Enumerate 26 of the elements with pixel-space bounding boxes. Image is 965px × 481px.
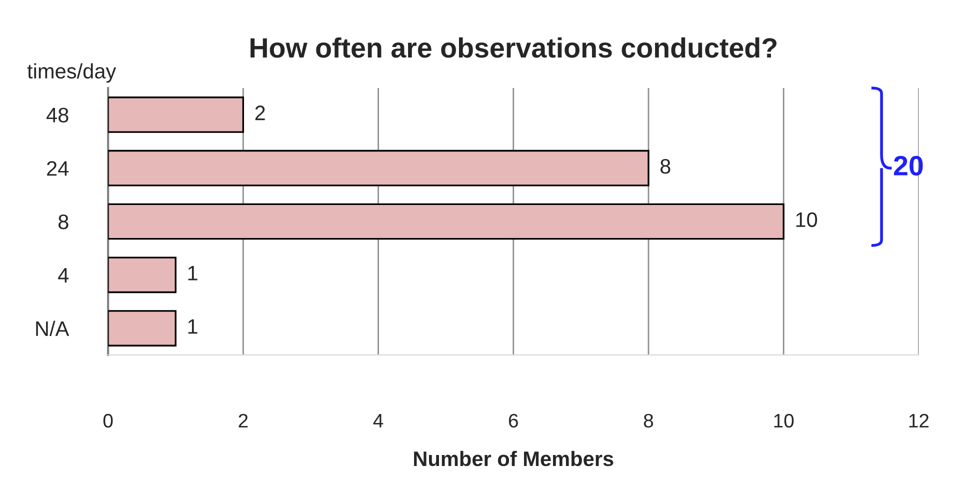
data-label: 1 bbox=[188, 319, 198, 334]
bar bbox=[108, 150, 650, 186]
data-label: 10 bbox=[796, 212, 818, 228]
x-tick-label: 6 bbox=[508, 414, 518, 428]
x-tick-label: 12 bbox=[909, 414, 929, 428]
annotation: 20 bbox=[894, 156, 923, 176]
bar bbox=[108, 310, 176, 346]
bar bbox=[108, 203, 784, 240]
y-tick-label: 24 bbox=[47, 161, 69, 176]
x-tick-label: 2 bbox=[238, 414, 248, 428]
y-tick-label: 48 bbox=[46, 108, 68, 122]
bar bbox=[108, 96, 244, 133]
y-tick-label: 4 bbox=[58, 268, 69, 282]
y-axis-title: times/day bbox=[27, 63, 116, 83]
y-tick-label: N/A bbox=[36, 320, 70, 336]
chart-title: How often are observations conducted? bbox=[250, 37, 776, 58]
y-tick-label: 8 bbox=[58, 214, 68, 230]
x-axis-title: Number of Members bbox=[414, 450, 614, 466]
x-tick-label: 4 bbox=[373, 414, 384, 428]
bar bbox=[108, 256, 176, 294]
data-label: 1 bbox=[188, 266, 198, 280]
x-tick-label: 10 bbox=[774, 414, 794, 428]
data-label: 8 bbox=[660, 158, 670, 174]
data-label: 2 bbox=[255, 106, 265, 120]
x-tick-label: 0 bbox=[103, 414, 113, 428]
x-tick-label: 8 bbox=[644, 414, 654, 428]
